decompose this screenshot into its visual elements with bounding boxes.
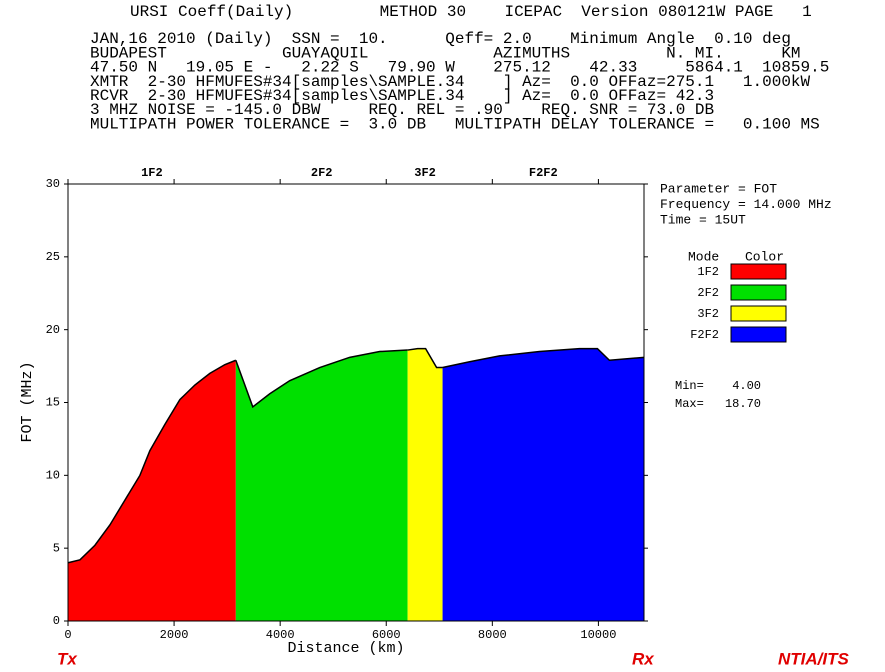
y-tick-label: 25 bbox=[46, 250, 60, 264]
legend-header: Color bbox=[745, 249, 784, 264]
area-outline bbox=[235, 349, 408, 409]
y-tick-label: 5 bbox=[53, 541, 60, 555]
legend-swatch bbox=[730, 305, 787, 322]
footer-right: NTIA/ITS bbox=[778, 649, 849, 668]
area-outline bbox=[407, 347, 443, 369]
x-tick-label: 10000 bbox=[580, 628, 616, 642]
area-outline bbox=[67, 359, 237, 564]
x-tick-label: 4000 bbox=[266, 628, 295, 642]
y-axis-title: FOT (MHz) bbox=[19, 361, 36, 442]
mode-label: 3F2 bbox=[414, 166, 436, 180]
legend-label: 1F2 bbox=[697, 265, 719, 279]
header-line: 3 MHZ NOISE = -145.0 DBW REQ. REL = .90 … bbox=[90, 101, 714, 119]
header-line: JAN,16 2010 (Daily) SSN = 10. Qeff= 2.0 … bbox=[90, 30, 791, 48]
y-tick-label: 30 bbox=[46, 177, 60, 191]
stat-value: 4.00 bbox=[732, 379, 761, 393]
stat-name: Max= bbox=[675, 397, 704, 411]
header-line: RCVR 2-30 HFMUFES#34[samples\SAMPLE.34 ]… bbox=[90, 87, 714, 105]
legend-label: F2F2 bbox=[690, 328, 719, 342]
footer-middle: Rx bbox=[632, 649, 655, 668]
legend-label: 3F2 bbox=[697, 307, 719, 321]
area bbox=[235, 350, 408, 621]
x-tick-label: 2000 bbox=[160, 628, 189, 642]
mode-label: 2F2 bbox=[311, 166, 333, 180]
y-tick-label: 20 bbox=[46, 323, 60, 337]
legend-header: Mode bbox=[688, 249, 719, 264]
y-tick-label: 0 bbox=[53, 614, 60, 628]
x-tick-label: 0 bbox=[64, 628, 71, 642]
area bbox=[68, 360, 236, 621]
x-tick-label: 8000 bbox=[478, 628, 507, 642]
legend-label: 2F2 bbox=[697, 286, 719, 300]
mode-label: F2F2 bbox=[529, 166, 558, 180]
header-line: BUDAPEST GUAYAQUIL AZIMUTHS N. MI. KM bbox=[90, 44, 801, 62]
area-outline bbox=[442, 347, 645, 369]
y-tick-label: 10 bbox=[46, 469, 60, 483]
info-line: Frequency = 14.000 MHz bbox=[660, 197, 832, 212]
info-line: Parameter = FOT bbox=[660, 181, 777, 196]
x-axis-title: Distance (km) bbox=[287, 640, 404, 657]
legend-swatch bbox=[730, 326, 787, 343]
header-line: XMTR 2-30 HFMUFES#34[samples\SAMPLE.34 ]… bbox=[90, 73, 811, 91]
x-tick-label: 6000 bbox=[372, 628, 401, 642]
area bbox=[442, 348, 644, 621]
area bbox=[407, 348, 443, 621]
mode-label: 1F2 bbox=[141, 166, 163, 180]
header-line: URSI Coeff(Daily) METHOD 30 ICEPAC Versi… bbox=[130, 3, 812, 21]
legend-swatch bbox=[730, 284, 787, 301]
header-line: 47.50 N 19.05 E - 2.22 S 79.90 W 275.12 … bbox=[90, 59, 829, 77]
header-line: MULTIPATH POWER TOLERANCE = 3.0 DB MULTI… bbox=[90, 115, 820, 133]
footer-left: Tx bbox=[57, 649, 78, 668]
info-line: Time = 15UT bbox=[660, 212, 746, 227]
legend-swatch bbox=[730, 263, 787, 280]
y-tick-label: 15 bbox=[46, 396, 60, 410]
stat-name: Min= bbox=[675, 379, 704, 393]
stat-value: 18.70 bbox=[725, 397, 761, 411]
